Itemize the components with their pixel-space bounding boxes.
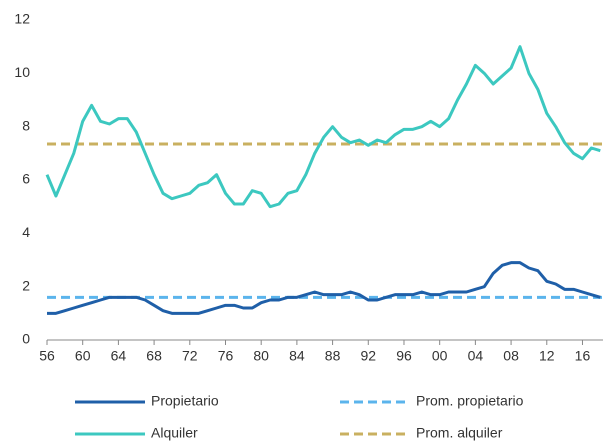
x-tick-label: 60 bbox=[75, 348, 91, 364]
x-tick-label: 12 bbox=[539, 348, 555, 364]
legend-label: Prom. alquiler bbox=[416, 425, 503, 441]
y-tick-label: 2 bbox=[22, 277, 30, 293]
series-line bbox=[45, 45, 601, 209]
x-tick-label: 08 bbox=[503, 348, 519, 364]
y-tick-label: 0 bbox=[22, 331, 30, 347]
x-tick-label: 56 bbox=[39, 348, 55, 364]
x-tick-label: 92 bbox=[360, 348, 376, 364]
x-tick-label: 16 bbox=[575, 348, 591, 364]
x-tick-label: 00 bbox=[432, 348, 448, 364]
x-tick-label: 88 bbox=[325, 348, 341, 364]
legend-label: Alquiler bbox=[151, 425, 198, 441]
series-line bbox=[47, 261, 601, 315]
legend-label: Prom. propietario bbox=[416, 393, 524, 409]
x-tick-label: 68 bbox=[146, 348, 162, 364]
x-tick-label: 96 bbox=[396, 348, 412, 364]
y-tick-label: 10 bbox=[14, 64, 30, 80]
x-tick-label: 72 bbox=[182, 348, 198, 364]
y-tick-label: 8 bbox=[22, 117, 30, 133]
x-tick-label: 76 bbox=[218, 348, 234, 364]
x-tick-label: 64 bbox=[111, 348, 127, 364]
y-tick-label: 12 bbox=[14, 11, 30, 27]
y-tick-label: 6 bbox=[22, 171, 30, 187]
x-tick-label: 80 bbox=[253, 348, 269, 364]
x-tick-label: 84 bbox=[289, 348, 305, 364]
x-tick-label: 04 bbox=[468, 348, 484, 364]
legend-label: Propietario bbox=[151, 393, 219, 409]
y-tick-label: 4 bbox=[22, 224, 30, 240]
